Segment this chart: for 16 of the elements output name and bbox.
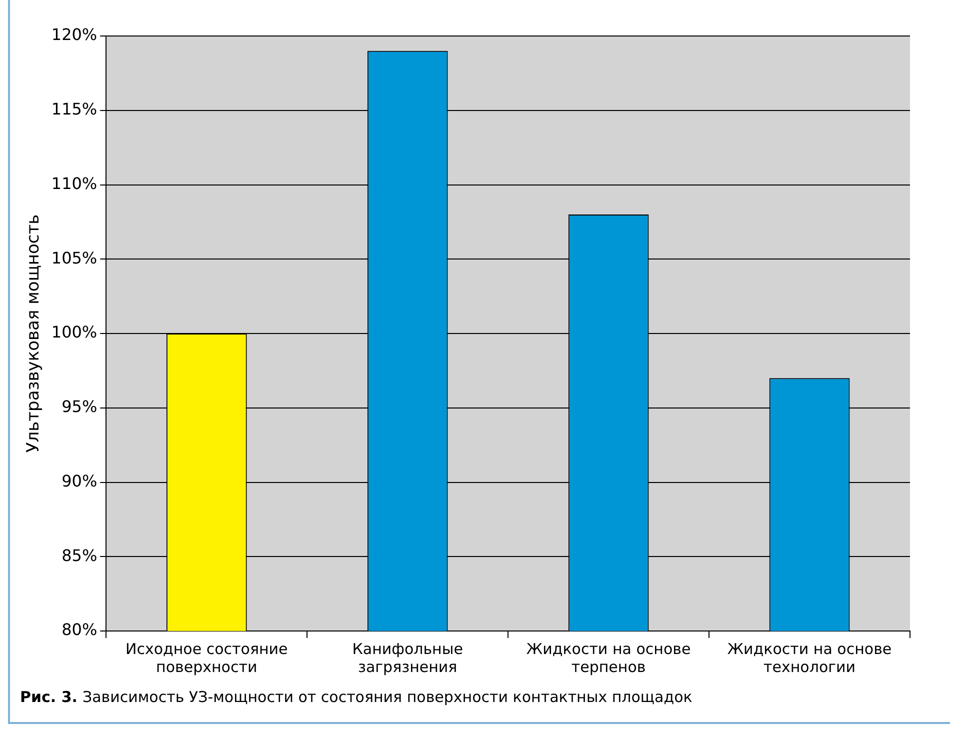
y-tick-label: 95% xyxy=(62,397,98,416)
y-tick-label: 120% xyxy=(51,25,98,44)
x-tick-label: Жидкости на основе технологии xyxy=(727,640,892,676)
x-tick-label: Канифольные загрязнения xyxy=(352,640,463,676)
y-tick-label: 85% xyxy=(62,546,98,565)
x-tick-label: Исходное состояние поверхности xyxy=(125,640,288,676)
y-tick-label: 105% xyxy=(51,248,98,268)
y-tick-label: 110% xyxy=(51,174,98,193)
text: Зависимость УЗ-мощности от состояния поверхности контактных площадок xyxy=(82,688,692,706)
y-tick-label: 115% xyxy=(51,100,98,119)
y-tick-label: 100% xyxy=(51,322,98,342)
text: Рис. 3. xyxy=(20,688,78,706)
y-axis-title: Ультразвуковая мощность xyxy=(24,214,44,453)
y-tick-label: 90% xyxy=(62,471,98,490)
y-tick-label: 80% xyxy=(62,620,98,640)
x-tick-label: Жидкости на основе терпенов xyxy=(526,640,691,676)
